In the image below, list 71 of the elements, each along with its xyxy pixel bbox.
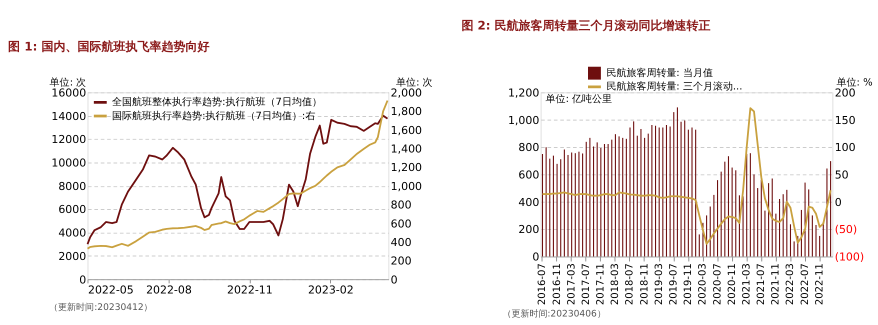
y-tick-label: 4000 xyxy=(58,226,86,240)
x-tick-label: 2021-11 xyxy=(770,263,782,306)
y2-tick-label: 2,000 xyxy=(390,86,422,100)
y2-tick-label: (100) xyxy=(834,250,864,264)
y-tick-label: 8000 xyxy=(58,180,86,193)
x-tick-label: 2016-07 xyxy=(537,263,548,306)
x-tick-label: 2020-11 xyxy=(726,263,738,306)
y-tick-label: 6000 xyxy=(58,203,86,216)
y-tick-label: 600 xyxy=(518,168,540,182)
y2-axis-title: 单位: 次 xyxy=(396,76,433,88)
y2-tick-label: 0 xyxy=(390,273,398,286)
x-tick-label: 2018-03 xyxy=(610,263,622,306)
y-tick-label: 2000 xyxy=(58,250,86,263)
x-tick-label: 2022-11 xyxy=(814,263,826,306)
y-axis-title: 单位: 亿吨公里 xyxy=(546,92,612,105)
x-tick-label: 2019-07 xyxy=(668,263,680,306)
legend-label: 全国航班整体执行率趋势:执行航班（7日均值） xyxy=(112,96,322,108)
x-tick-label: 2018-07 xyxy=(624,263,636,306)
x-tick-label: 2022-11 xyxy=(227,283,273,296)
line-series xyxy=(542,107,832,245)
y2-tick-label: 150 xyxy=(834,114,856,127)
y2-tick-label: 1,600 xyxy=(390,124,422,137)
y2-axis-title: 单位: % xyxy=(836,76,873,88)
y-tick-label: 200 xyxy=(518,223,540,236)
y-tick-label: 400 xyxy=(518,196,540,209)
x-tick-label: 2020-03 xyxy=(698,263,709,306)
y2-tick-label: 1,200 xyxy=(390,161,422,174)
y-tick-label: 800 xyxy=(518,141,540,154)
y2-tick-label: 200 xyxy=(834,86,856,100)
text: （更新时间:20230406） xyxy=(502,308,606,320)
x-tick-label: 2021-07 xyxy=(756,263,768,306)
x-tick-label: 2022-07 xyxy=(800,263,811,306)
y2-tick-label: 50 xyxy=(834,168,849,182)
x-tick-label: 2017-03 xyxy=(566,263,578,306)
y-tick-label: 1,000 xyxy=(508,114,540,127)
x-tick-label: 2022-08 xyxy=(146,283,192,296)
y-tick-label: 16000 xyxy=(51,86,86,100)
x-tick-label: 2019-11 xyxy=(683,263,694,306)
y2-tick-label: 1,800 xyxy=(390,105,422,118)
chart-title: 图 1: 国内、国际航班执飞率趋势向好 xyxy=(8,39,210,54)
y2-tick-label: 1,000 xyxy=(390,180,422,193)
x-tick-label: 2017-11 xyxy=(596,263,607,306)
x-tick-label: 2022-05 xyxy=(88,283,134,296)
x-tick-label: 2016-11 xyxy=(552,263,563,306)
x-tick-label: 2020-07 xyxy=(712,263,724,306)
y-tick-label: 12000 xyxy=(51,133,86,146)
x-tick-label: 2023-02 xyxy=(308,283,354,296)
x-tick-label: 2022-03 xyxy=(785,263,796,306)
y2-tick-label: 1,400 xyxy=(390,142,422,156)
x-tick-label: 2021-03 xyxy=(741,263,752,306)
x-tick-label: 2017-07 xyxy=(580,263,592,306)
y-tick-label: 1,200 xyxy=(508,86,540,100)
y-tick-label: 14000 xyxy=(51,110,86,123)
y-axis-title: 单位: 次 xyxy=(50,76,86,88)
y-tick-label: 10000 xyxy=(51,156,86,170)
y-tick-label: 0 xyxy=(532,250,540,264)
y2-tick-label: (50) xyxy=(834,223,858,236)
legend-label: 民航旅客周转量: 当月值 xyxy=(606,66,713,79)
y2-tick-label: 600 xyxy=(390,217,412,230)
x-tick-label: 2019-03 xyxy=(654,263,665,306)
y-tick-label: 0 xyxy=(79,273,86,286)
y2-tick-label: 0 xyxy=(834,196,842,209)
x-tick-label: 2018-11 xyxy=(639,263,650,306)
y2-tick-label: 200 xyxy=(390,254,412,268)
y2-tick-label: 800 xyxy=(390,198,412,212)
y2-tick-label: 100 xyxy=(834,141,856,154)
chart-title: 图 2: 民航旅客周转量三个月滚动同比增速转正 xyxy=(461,18,711,32)
legend-label: 民航旅客周转量: 三个月滚动... xyxy=(606,80,742,93)
y2-tick-label: 400 xyxy=(390,236,412,249)
text: （更新时间:20230412） xyxy=(49,302,153,314)
legend-label: 国际航班执行率趋势:执行航班（7日均值）:右 xyxy=(112,110,316,122)
